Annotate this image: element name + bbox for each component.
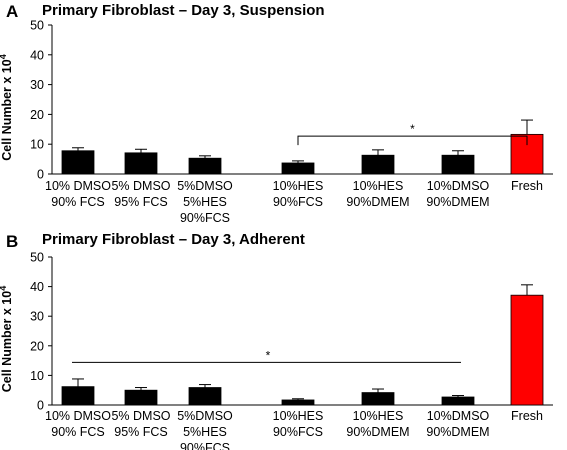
x-tick-label-line: 10% DMSO <box>45 409 111 423</box>
x-tick-label: 10%HES 90%FCS <box>273 409 324 439</box>
y-axis-label: Cell Number x 104 <box>0 286 14 392</box>
y-tick-label: 50 <box>30 251 44 265</box>
panel-a: A Primary Fibroblast – Day 3, Suspension… <box>0 2 553 225</box>
y-tick-label: 40 <box>30 48 44 62</box>
x-tick-label: 10%DMSO 90%DMEM <box>426 409 489 439</box>
x-tick-label-line: 10%HES <box>353 409 404 423</box>
y-axis-label-exponent: 4 <box>0 286 8 291</box>
x-tick-label: 5% DMSO 95% FCS <box>111 409 170 439</box>
x-tick-label: 5%DMSO 5%HES 90%FCS <box>177 409 233 450</box>
x-tick-label: 5% DMSO 95% FCS <box>111 179 170 209</box>
x-tick-label-line: 5%HES <box>183 425 227 439</box>
x-tick-label-line: 90%FCS <box>273 195 323 209</box>
x-tick-label: 10%HES 90%DMEM <box>346 179 409 209</box>
x-tick-label-line: 10%DMSO <box>427 179 490 193</box>
x-tick-label-line: 90%DMEM <box>426 195 489 209</box>
x-tick-label-line: 5% DMSO <box>111 409 170 423</box>
chart-title: Primary Fibroblast – Day 3, Adherent <box>42 231 305 248</box>
y-tick-label: 30 <box>30 310 44 324</box>
bar <box>188 157 222 175</box>
chart-title: Primary Fibroblast – Day 3, Suspension <box>42 2 325 19</box>
x-tick-label-line: 95% FCS <box>114 425 168 439</box>
y-tick-label: 20 <box>30 108 44 122</box>
x-tick-label-line: 90%DMEM <box>426 425 489 439</box>
x-tick-label-line: 90%DMEM <box>346 195 409 209</box>
x-tick-label: Fresh <box>511 409 543 423</box>
bar <box>61 386 95 406</box>
x-tick-label-line: 90% FCS <box>51 195 105 209</box>
x-tick-label: 10% DMSO 90% FCS <box>45 409 111 439</box>
y-tick-label: 0 <box>37 168 44 182</box>
x-tick-label: 10%HES 90%DMEM <box>346 409 409 439</box>
significance-marker: * <box>410 122 415 136</box>
x-tick-label-line: Fresh <box>511 409 543 423</box>
x-tick-label: 5%DMSO 5%HES 90%FCS <box>177 179 233 225</box>
x-tick-label-line: 90%FCS <box>180 211 230 225</box>
bar <box>124 389 158 406</box>
bar <box>441 154 475 175</box>
x-tick-label-line: 10%HES <box>273 179 324 193</box>
y-tick-label: 30 <box>30 78 44 92</box>
bar <box>361 154 395 175</box>
panel-letter: A <box>6 2 18 21</box>
y-tick-label: 10 <box>30 369 44 383</box>
bar <box>124 152 158 175</box>
bar <box>510 294 544 406</box>
x-tick-label-line: Fresh <box>511 179 543 193</box>
y-tick-label: 40 <box>30 280 44 294</box>
significance-marker: * <box>266 348 271 362</box>
y-axis-label-exponent: 4 <box>0 54 8 59</box>
y-tick-label: 0 <box>37 399 44 413</box>
x-tick-label-line: 90% FCS <box>51 425 105 439</box>
x-tick-label-line: 10%HES <box>353 179 404 193</box>
bar <box>61 150 95 175</box>
x-tick-label-line: 90%DMEM <box>346 425 409 439</box>
y-tick-label: 50 <box>30 19 44 33</box>
x-tick-label: Fresh <box>511 179 543 193</box>
bar <box>361 392 395 406</box>
x-tick-label-line: 90%FCS <box>273 425 323 439</box>
significance-bracket <box>297 135 528 146</box>
x-tick-label: 10% DMSO 90% FCS <box>45 179 111 209</box>
panel-letter: B <box>6 232 18 251</box>
x-tick-label-line: 10% DMSO <box>45 179 111 193</box>
y-tick-label: 20 <box>30 339 44 353</box>
bar <box>188 387 222 406</box>
x-tick-label-line: 95% FCS <box>114 195 168 209</box>
x-tick-label-line: 10%DMSO <box>427 409 490 423</box>
bar <box>281 162 315 175</box>
bar <box>281 399 315 406</box>
x-tick-label: 10%HES 90%FCS <box>273 179 324 209</box>
x-tick-label-line: 5% DMSO <box>111 179 170 193</box>
y-tick-label: 10 <box>30 138 44 152</box>
x-tick-label-line: 10%HES <box>273 409 324 423</box>
x-tick-label: 10%DMSO 90%DMEM <box>426 179 489 209</box>
x-tick-label-line: 5%HES <box>183 195 227 209</box>
y-axis-label: Cell Number x 104 <box>0 54 14 160</box>
x-tick-label-line: 90%FCS <box>180 441 230 450</box>
panel-b: B Primary Fibroblast – Day 3, Adherent 0… <box>0 231 553 450</box>
x-tick-label-line: 5%DMSO <box>177 409 233 423</box>
bar <box>441 396 475 406</box>
x-tick-label-line: 5%DMSO <box>177 179 233 193</box>
